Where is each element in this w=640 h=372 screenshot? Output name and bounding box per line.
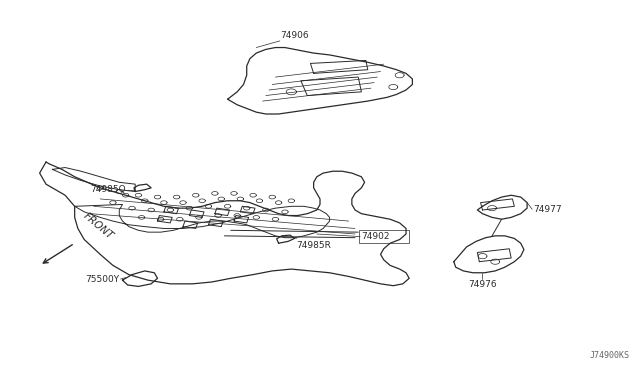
Text: 74985Q: 74985Q <box>90 185 125 194</box>
Text: 74906: 74906 <box>280 31 309 40</box>
Text: 74977: 74977 <box>534 205 562 215</box>
Text: 74902: 74902 <box>361 232 389 241</box>
Text: J74900KS: J74900KS <box>589 351 629 360</box>
Text: 75500Y: 75500Y <box>85 275 119 283</box>
Text: 74976: 74976 <box>468 280 497 289</box>
Text: 74985R: 74985R <box>296 241 332 250</box>
Text: FRONT: FRONT <box>81 211 115 241</box>
